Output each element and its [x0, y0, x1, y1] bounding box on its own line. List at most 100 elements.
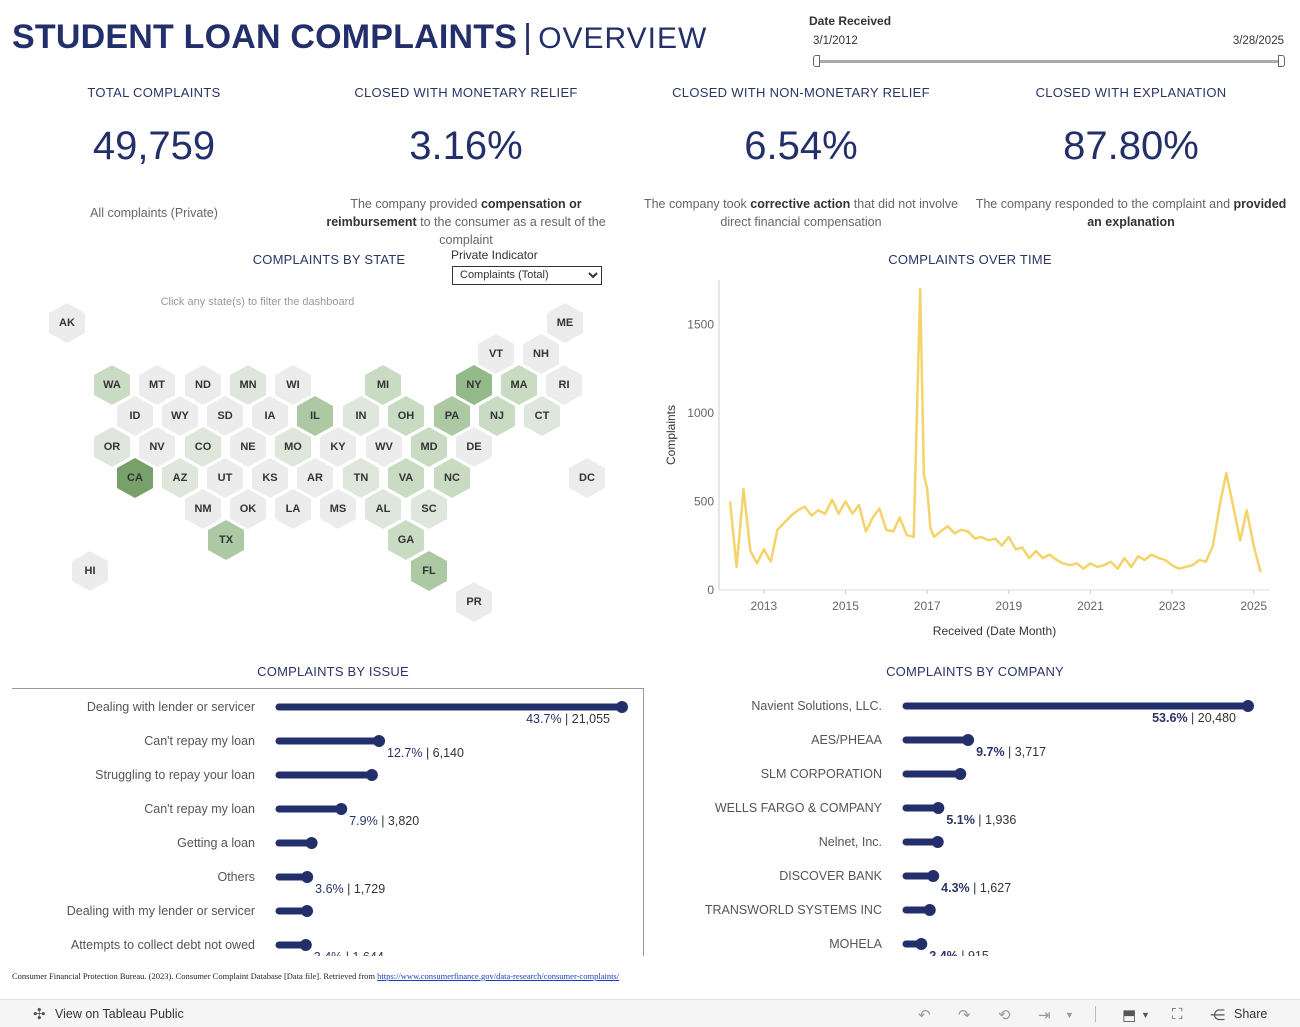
line-point[interactable]: [1183, 564, 1188, 569]
state-hex-nj[interactable]: NJ: [479, 396, 515, 436]
line-point[interactable]: [921, 472, 926, 477]
line-point[interactable]: [932, 534, 937, 539]
line-point[interactable]: [1047, 552, 1052, 557]
line-point[interactable]: [938, 529, 943, 534]
bar-end-dot[interactable]: [962, 734, 975, 746]
state-hex-ri[interactable]: RI: [546, 365, 582, 405]
line-point[interactable]: [952, 531, 957, 536]
state-hex-hi[interactable]: HI: [72, 551, 108, 591]
bar-category-label[interactable]: AES/PHEAA: [811, 733, 883, 747]
line-point[interactable]: [734, 564, 739, 569]
line-point[interactable]: [1238, 538, 1243, 543]
line-point[interactable]: [850, 511, 855, 516]
private-indicator-dropdown[interactable]: Complaints (Total): [452, 265, 602, 285]
bar-end-dot[interactable]: [923, 904, 936, 916]
bar-category-label[interactable]: WELLS FARGO & COMPANY: [715, 801, 883, 815]
state-hex-ia[interactable]: IA: [252, 396, 288, 436]
line-point[interactable]: [795, 508, 800, 513]
line-point[interactable]: [1149, 552, 1154, 557]
state-hex-id[interactable]: ID: [117, 396, 153, 436]
line-point[interactable]: [1176, 566, 1181, 571]
bar-end-dot[interactable]: [927, 870, 940, 882]
bar-category-label[interactable]: Can't repay my loan: [144, 802, 255, 816]
line-point[interactable]: [1231, 504, 1236, 509]
state-hex-wi[interactable]: WI: [275, 365, 311, 405]
state-hex-me[interactable]: ME: [547, 303, 583, 343]
state-hex-dc[interactable]: DC: [569, 458, 605, 498]
refresh-dropdown-icon[interactable]: ▼: [1065, 1010, 1074, 1020]
state-hex-az[interactable]: AZ: [162, 458, 198, 498]
line-point[interactable]: [1197, 557, 1202, 562]
line-point[interactable]: [836, 511, 841, 516]
share-icon[interactable]: ⋲: [1210, 1007, 1225, 1024]
state-hex-nv[interactable]: NV: [139, 427, 175, 467]
bar-end-dot[interactable]: [1242, 700, 1254, 712]
state-hex-wy[interactable]: WY: [162, 396, 198, 436]
state-hex-pa[interactable]: PA: [434, 396, 470, 436]
state-hex-ca[interactable]: CA: [117, 458, 153, 498]
state-hex-ms[interactable]: MS: [320, 489, 356, 529]
download-icon[interactable]: ⬒: [1122, 1007, 1137, 1024]
line-point[interactable]: [891, 529, 896, 534]
bar-category-label[interactable]: Dealing with my lender or servicer: [67, 904, 255, 918]
state-hex-mi[interactable]: MI: [365, 365, 401, 405]
state-hex-sd[interactable]: SD: [207, 396, 243, 436]
line-point[interactable]: [1095, 564, 1100, 569]
download-dropdown-icon[interactable]: ▼: [1141, 1010, 1150, 1020]
line-point[interactable]: [761, 547, 766, 552]
line-point[interactable]: [986, 538, 991, 543]
state-hex-mt[interactable]: MT: [139, 365, 175, 405]
state-hex-or[interactable]: OR: [94, 427, 130, 467]
line-point[interactable]: [1251, 543, 1256, 548]
redo-icon[interactable]: ↷: [958, 1007, 971, 1024]
bar-category-label[interactable]: Can't repay my loan: [144, 734, 255, 748]
bar-end-dot[interactable]: [305, 837, 318, 849]
bar-end-dot[interactable]: [335, 803, 348, 815]
fullscreen-icon[interactable]: ⛶: [1172, 1006, 1183, 1023]
source-link[interactable]: https://www.consumerfinance.gov/data-res…: [377, 971, 620, 981]
state-hex-de[interactable]: DE: [456, 427, 492, 467]
state-hex-nm[interactable]: NM: [185, 489, 221, 529]
line-point[interactable]: [1061, 561, 1066, 566]
line-point[interactable]: [775, 527, 780, 532]
line-point[interactable]: [999, 543, 1004, 548]
refresh-icon[interactable]: ⇥: [1038, 1007, 1051, 1024]
line-point[interactable]: [809, 513, 814, 518]
line-point[interactable]: [1074, 561, 1079, 566]
state-hex-ut[interactable]: UT: [207, 458, 243, 498]
state-hex-ok[interactable]: OK: [230, 489, 266, 529]
line-point[interactable]: [1217, 502, 1222, 507]
complaints-line-series[interactable]: [728, 287, 1262, 573]
line-point[interactable]: [1136, 554, 1141, 559]
line-point[interactable]: [863, 529, 868, 534]
line-point[interactable]: [1244, 508, 1249, 513]
line-point[interactable]: [1163, 557, 1168, 562]
state-hex-mn[interactable]: MN: [230, 365, 266, 405]
bar-category-label[interactable]: Getting a loan: [177, 836, 255, 850]
bar-end-dot[interactable]: [373, 735, 386, 747]
line-point[interactable]: [1027, 556, 1032, 561]
bar-category-label[interactable]: Navient Solutions, LLC.: [751, 699, 882, 713]
line-point[interactable]: [856, 502, 861, 507]
line-point[interactable]: [1129, 564, 1134, 569]
bar-end-dot[interactable]: [932, 802, 945, 814]
line-point[interactable]: [928, 526, 933, 531]
line-point[interactable]: [877, 506, 882, 511]
line-point[interactable]: [1115, 566, 1120, 571]
state-hex-sc[interactable]: SC: [411, 489, 447, 529]
line-point[interactable]: [1088, 561, 1093, 566]
state-hex-wa[interactable]: WA: [94, 365, 130, 405]
line-point[interactable]: [972, 536, 977, 541]
state-hex-vt[interactable]: VT: [478, 334, 514, 374]
state-hex-va[interactable]: VA: [388, 458, 424, 498]
bar-end-dot[interactable]: [299, 939, 312, 951]
state-hex-ak[interactable]: AK: [49, 303, 85, 343]
state-hex-ar[interactable]: AR: [297, 458, 333, 498]
line-point[interactable]: [925, 487, 930, 492]
line-point[interactable]: [728, 499, 733, 504]
line-point[interactable]: [843, 499, 848, 504]
line-point[interactable]: [1203, 559, 1208, 564]
state-hex-ct[interactable]: CT: [524, 396, 560, 436]
line-point[interactable]: [904, 533, 909, 538]
line-point[interactable]: [884, 527, 889, 532]
